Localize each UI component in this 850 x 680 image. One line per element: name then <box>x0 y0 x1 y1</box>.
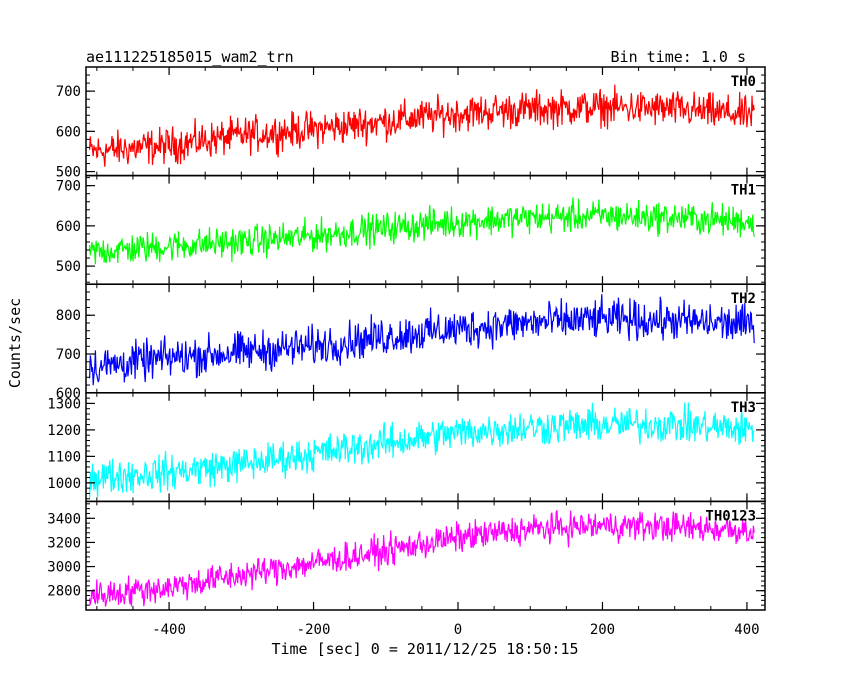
y-tick-label: 500 <box>56 259 81 275</box>
y-tick-label: 3400 <box>47 511 81 527</box>
series-line-th1 <box>89 197 755 265</box>
series-label-th0: TH0 <box>731 74 756 90</box>
series-line-th3 <box>89 402 755 499</box>
panel-frame <box>85 500 766 611</box>
panels-group: 500 600 700 TH0 500 600 700 TH1 600 700 800 TH2 1000… <box>47 66 766 611</box>
y-tick-label: 1100 <box>47 449 81 465</box>
x-tick-label: -400 <box>152 622 186 638</box>
y-tick-label: 700 <box>56 179 81 195</box>
panel-frame <box>85 174 766 285</box>
x-tick-label: 400 <box>734 622 759 638</box>
panel-th0123: 2800 3000 3200 3400 TH0123 <box>47 500 766 611</box>
y-tick-label: 1200 <box>47 423 81 439</box>
x-tick-label: 0 <box>454 622 462 638</box>
y-tick-label: 3000 <box>47 560 81 576</box>
y-tick-label: 700 <box>56 84 81 100</box>
panel-th1: 500 600 700 TH1 <box>56 174 766 285</box>
y-tick-label: 800 <box>56 308 81 324</box>
series-label-th0123: TH0123 <box>705 508 756 524</box>
series-label-th1: TH1 <box>731 183 756 199</box>
y-tick-label: 500 <box>56 165 81 181</box>
y-tick-label: 700 <box>56 347 81 363</box>
series-line-th2 <box>89 294 755 386</box>
x-tick-label: -200 <box>297 622 331 638</box>
y-tick-label: 1000 <box>47 476 81 492</box>
panel-th2: 600 700 800 TH2 <box>56 283 766 402</box>
y-tick-label: 600 <box>56 124 81 140</box>
series-label-th3: TH3 <box>731 400 756 416</box>
series-line-th0 <box>89 84 755 167</box>
y-tick-label: 600 <box>56 219 81 235</box>
y-axis-label: Counts/sec <box>6 298 24 388</box>
x-axis-label: Time [sec] 0 = 2011/12/25 18:50:15 <box>271 640 578 658</box>
y-tick-label: 3200 <box>47 535 81 551</box>
x-axis: -400 -200 0 200 400 <box>152 622 759 638</box>
series-line-th0123 <box>89 510 755 607</box>
plot-title: ae111225185015_wam2_trn <box>86 48 294 66</box>
y-tick-label: 600 <box>56 386 81 402</box>
panel-th0: 500 600 700 TH0 <box>56 66 766 181</box>
x-tick-label: 200 <box>590 622 615 638</box>
bin-time-label: Bin time: 1.0 s <box>611 48 746 66</box>
series-label-th2: TH2 <box>731 291 756 307</box>
panel-th3: 1000 1100 1200 1300 TH3 <box>47 392 766 503</box>
y-tick-label: 2800 <box>47 584 81 600</box>
y-tick-label: 1300 <box>47 396 81 412</box>
